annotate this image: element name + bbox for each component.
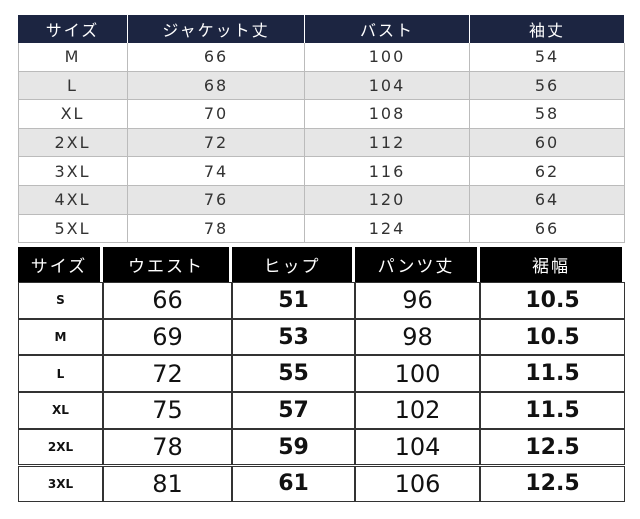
value-cell: 64 — [470, 186, 625, 215]
size-cell: 4XL — [18, 186, 128, 215]
value-cell: 66 — [470, 214, 625, 244]
value-cell: 116 — [305, 157, 470, 186]
value-cell: 76 — [128, 186, 305, 215]
value-cell: 57 — [232, 392, 355, 429]
value-cell: 60 — [470, 128, 625, 158]
value-cell: 72 — [103, 355, 232, 393]
value-cell: 10.5 — [480, 318, 625, 356]
size-cell: XL — [18, 100, 128, 129]
size-cell: S — [18, 282, 103, 319]
value-cell: 53 — [232, 318, 355, 356]
value-cell: 72 — [128, 128, 305, 158]
header-cell: サイズ — [18, 15, 128, 43]
value-cell: 98 — [355, 318, 480, 356]
value-cell: 81 — [103, 465, 232, 503]
value-cell: 55 — [232, 355, 355, 393]
value-cell: 96 — [355, 282, 480, 319]
value-cell: 11.5 — [480, 392, 625, 429]
header-cell: 袖丈 — [470, 15, 625, 43]
value-cell: 54 — [470, 43, 625, 72]
value-cell: 75 — [103, 392, 232, 429]
value-cell: 66 — [103, 282, 232, 319]
size-cell: XL — [18, 392, 103, 429]
size-cell: 2XL — [18, 428, 103, 466]
header-cell: ウエスト — [103, 247, 232, 282]
size-cell: 3XL — [18, 157, 128, 186]
value-cell: 74 — [128, 157, 305, 186]
value-cell: 66 — [128, 43, 305, 72]
header-cell: パンツ丈 — [355, 247, 480, 282]
header-cell: ジャケット丈 — [128, 15, 305, 43]
value-cell: 56 — [470, 71, 625, 101]
value-cell: 100 — [305, 43, 470, 72]
size-cell: L — [18, 71, 128, 101]
value-cell: 120 — [305, 186, 470, 215]
value-cell: 78 — [103, 428, 232, 466]
header-cell: ヒップ — [232, 247, 355, 282]
value-cell: 100 — [355, 355, 480, 393]
value-cell: 104 — [355, 428, 480, 466]
size-cell: 2XL — [18, 128, 128, 158]
header-cell: サイズ — [18, 247, 103, 282]
value-cell: 59 — [232, 428, 355, 466]
header-cell: バスト — [305, 15, 470, 43]
value-cell: 61 — [232, 465, 355, 503]
table-border — [18, 43, 19, 243]
value-cell: 51 — [232, 282, 355, 319]
value-cell: 108 — [305, 100, 470, 129]
size-cell: M — [18, 43, 128, 72]
size-cell: M — [18, 318, 103, 356]
size-cell: 5XL — [18, 214, 128, 244]
value-cell: 104 — [305, 71, 470, 101]
value-cell: 12.5 — [480, 428, 625, 466]
value-cell: 102 — [355, 392, 480, 429]
size-cell: L — [18, 355, 103, 393]
value-cell: 11.5 — [480, 355, 625, 393]
value-cell: 124 — [305, 214, 470, 244]
value-cell: 68 — [128, 71, 305, 101]
value-cell: 69 — [103, 318, 232, 356]
header-cell: 裾幅 — [480, 247, 625, 282]
value-cell: 70 — [128, 100, 305, 129]
size-cell: 3XL — [18, 465, 103, 503]
value-cell: 58 — [470, 100, 625, 129]
value-cell: 10.5 — [480, 282, 625, 319]
value-cell: 112 — [305, 128, 470, 158]
value-cell: 62 — [470, 157, 625, 186]
value-cell: 106 — [355, 465, 480, 503]
value-cell: 12.5 — [480, 465, 625, 503]
value-cell: 78 — [128, 214, 305, 244]
